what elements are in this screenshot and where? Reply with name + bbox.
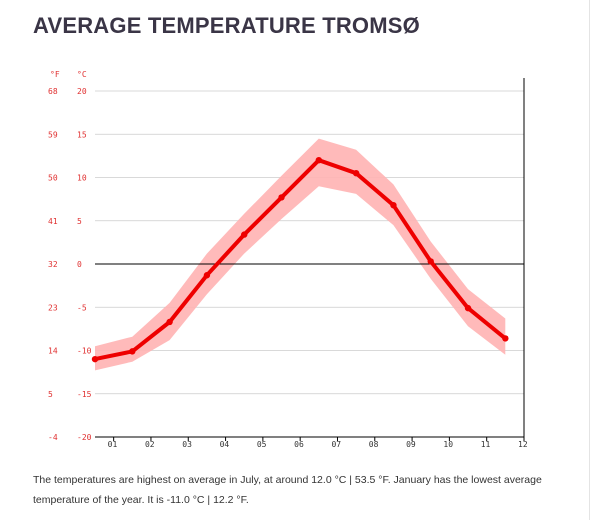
y-tick-label-c: -5 bbox=[77, 303, 87, 312]
x-tick-label: 03 bbox=[182, 440, 192, 449]
y-tick-label-f: 50 bbox=[48, 174, 58, 183]
data-point bbox=[315, 157, 323, 164]
y-axis-unit-c: °C bbox=[77, 70, 87, 79]
chart-description: The temperatures are highest on average … bbox=[33, 474, 542, 506]
x-tick-label: 12 bbox=[518, 440, 528, 449]
x-tick-label: 05 bbox=[257, 440, 267, 449]
average-temperature-line bbox=[91, 157, 509, 363]
data-point bbox=[241, 231, 248, 238]
y-tick-label-c: -20 bbox=[77, 433, 92, 442]
grid-lines bbox=[95, 90, 524, 395]
y-tick-label-c: -15 bbox=[77, 390, 92, 399]
y-tick-label-f: 59 bbox=[48, 130, 58, 139]
x-tick-label: 09 bbox=[406, 440, 416, 449]
data-point bbox=[427, 258, 434, 265]
page-divider bbox=[589, 0, 590, 520]
x-tick-label: 11 bbox=[481, 440, 491, 449]
x-tick-label: 02 bbox=[145, 440, 155, 449]
data-point bbox=[278, 194, 285, 201]
axes bbox=[95, 78, 525, 441]
data-point bbox=[203, 272, 211, 279]
x-tick-label: 01 bbox=[108, 440, 118, 449]
data-point bbox=[91, 355, 99, 363]
y-tick-label-f: 68 bbox=[48, 87, 58, 96]
chart-title: AVERAGE TEMPERATURE TROMSØ bbox=[33, 13, 420, 38]
y-tick-label-f: -4 bbox=[48, 433, 58, 442]
y-tick-label-c: 20 bbox=[77, 87, 87, 96]
data-point bbox=[166, 318, 173, 326]
data-point bbox=[129, 348, 136, 355]
x-tick-label: 07 bbox=[331, 440, 341, 449]
temperature-range-band bbox=[95, 138, 506, 371]
data-point bbox=[502, 335, 509, 342]
x-tick-label: 04 bbox=[220, 440, 230, 449]
y-tick-label-f: 41 bbox=[48, 217, 58, 226]
x-tick-label: 10 bbox=[443, 440, 453, 449]
data-point bbox=[352, 169, 360, 177]
y-tick-label-c: 15 bbox=[77, 130, 87, 139]
y-tick-label-c: 10 bbox=[77, 174, 87, 183]
y-tick-label-f: 5 bbox=[48, 390, 53, 399]
y-tick-label-c: 5 bbox=[77, 217, 82, 226]
data-point bbox=[464, 304, 472, 312]
y-tick-label-f: 32 bbox=[48, 260, 58, 269]
data-point bbox=[390, 201, 397, 209]
y-tick-label-f: 14 bbox=[48, 347, 58, 356]
y-axis-unit-f: °F bbox=[50, 70, 60, 79]
y-tick-label-c: -10 bbox=[77, 347, 92, 356]
x-tick-label: 06 bbox=[294, 440, 304, 449]
average-line bbox=[93, 158, 508, 362]
y-tick-label-f: 23 bbox=[48, 303, 58, 312]
y-tick-label-c: 0 bbox=[77, 260, 82, 269]
x-tick-label: 08 bbox=[369, 440, 379, 449]
